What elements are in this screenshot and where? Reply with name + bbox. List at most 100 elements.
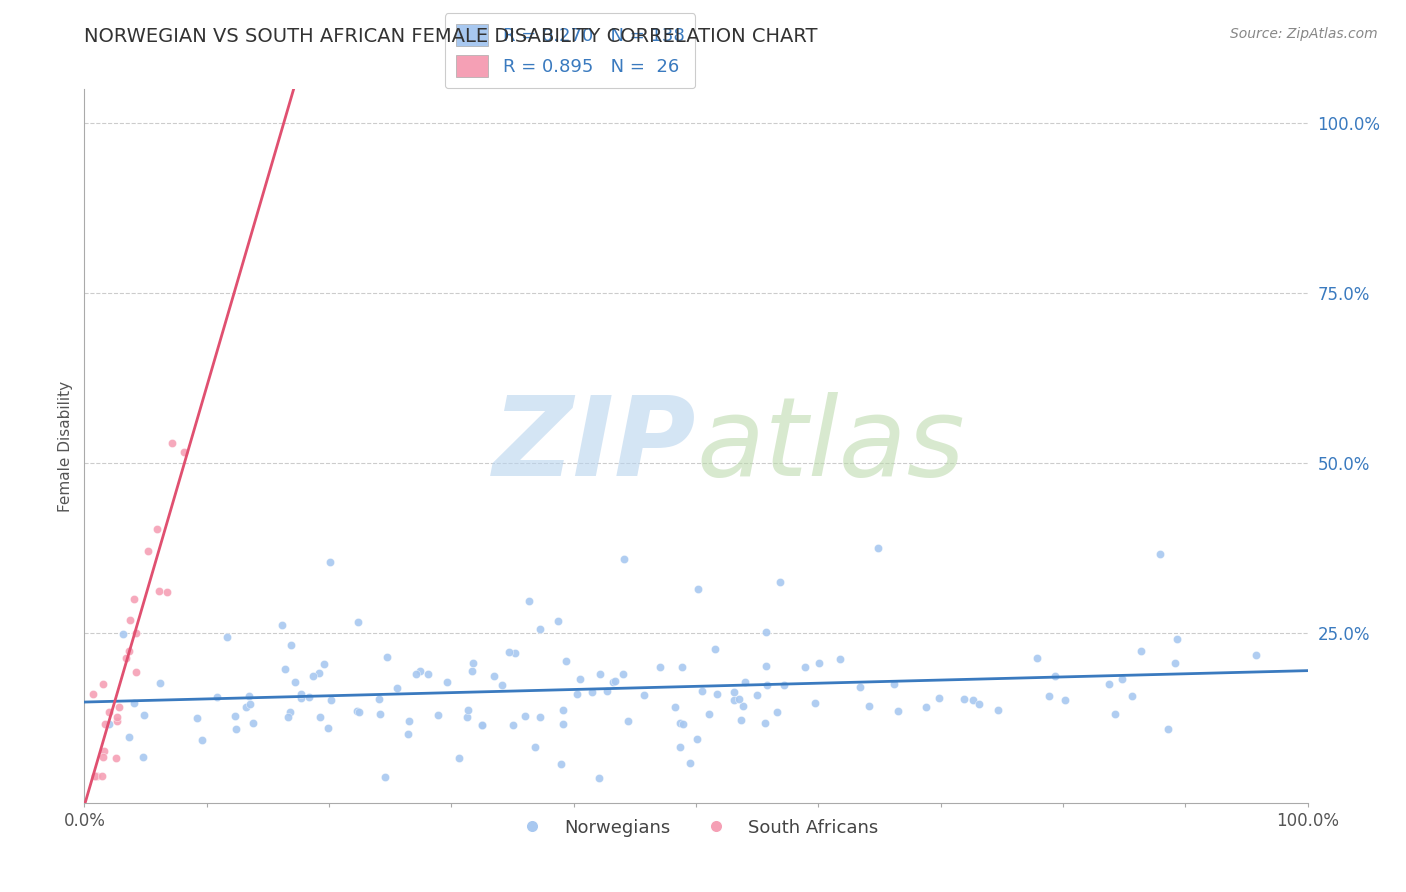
Point — [302, 669, 325, 683]
Point — [883, 676, 905, 690]
Point — [503, 646, 526, 660]
Point — [987, 702, 1010, 716]
Point — [915, 699, 938, 714]
Point — [239, 697, 262, 711]
Point — [347, 705, 370, 719]
Point — [690, 684, 713, 698]
Point — [605, 673, 627, 688]
Point — [97, 705, 120, 719]
Point — [409, 665, 432, 679]
Point — [375, 649, 398, 664]
Point — [1121, 689, 1143, 703]
Point — [484, 669, 506, 683]
Point — [565, 687, 588, 701]
Point — [1149, 547, 1171, 561]
Point — [319, 693, 342, 707]
Point — [84, 769, 107, 783]
Point — [866, 541, 889, 555]
Point — [1130, 644, 1153, 658]
Legend: Norwegians, South Africans: Norwegians, South Africans — [506, 812, 886, 844]
Text: ZIP: ZIP — [492, 392, 696, 500]
Point — [612, 667, 634, 681]
Point — [581, 685, 603, 699]
Point — [290, 687, 312, 701]
Point — [772, 678, 794, 692]
Point — [498, 645, 520, 659]
Point — [688, 582, 710, 597]
Point — [205, 690, 228, 704]
Point — [125, 626, 148, 640]
Point — [93, 744, 115, 758]
Point — [554, 655, 576, 669]
Point — [274, 662, 297, 676]
Point — [146, 522, 169, 536]
Point — [602, 675, 624, 690]
Y-axis label: Female Disability: Female Disability — [58, 380, 73, 512]
Point — [215, 630, 238, 644]
Point — [723, 685, 745, 699]
Point — [308, 665, 330, 680]
Point — [765, 705, 787, 719]
Point — [734, 675, 756, 690]
Point — [1104, 707, 1126, 722]
Point — [457, 703, 479, 717]
Point — [148, 584, 170, 599]
Point — [191, 733, 214, 747]
Point — [398, 714, 420, 729]
Point — [755, 659, 778, 673]
Point — [346, 615, 368, 629]
Point — [953, 692, 976, 706]
Point — [111, 626, 134, 640]
Point — [132, 750, 155, 764]
Point — [513, 709, 536, 723]
Point — [668, 716, 690, 731]
Point — [456, 710, 478, 724]
Point — [550, 757, 572, 772]
Point — [280, 638, 302, 652]
Point — [529, 709, 551, 723]
Point — [769, 574, 792, 589]
Point — [385, 681, 408, 695]
Point — [149, 675, 172, 690]
Point — [617, 714, 640, 729]
Point — [105, 751, 128, 765]
Point — [132, 708, 155, 723]
Point — [1045, 669, 1067, 683]
Point — [502, 718, 524, 732]
Point — [270, 617, 292, 632]
Point — [589, 666, 612, 681]
Point — [277, 709, 299, 723]
Point — [107, 700, 129, 714]
Point — [491, 677, 513, 691]
Point — [1098, 676, 1121, 690]
Point — [730, 713, 752, 727]
Point — [697, 706, 720, 721]
Point — [368, 691, 391, 706]
Point — [794, 660, 817, 674]
Point — [755, 678, 778, 692]
Point — [319, 555, 342, 569]
Point — [290, 690, 312, 705]
Point — [1025, 650, 1047, 665]
Point — [679, 756, 702, 770]
Point — [471, 717, 494, 731]
Point — [524, 739, 547, 754]
Point — [517, 594, 540, 608]
Point — [551, 702, 574, 716]
Point — [374, 770, 396, 784]
Point — [224, 709, 246, 723]
Point — [368, 706, 391, 721]
Point — [84, 769, 107, 783]
Point — [830, 652, 852, 666]
Text: Source: ZipAtlas.com: Source: ZipAtlas.com — [1230, 27, 1378, 41]
Point — [706, 687, 728, 701]
Point — [1053, 692, 1076, 706]
Point — [160, 435, 183, 450]
Point — [461, 664, 484, 678]
Point — [553, 717, 575, 731]
Point — [436, 674, 458, 689]
Point — [115, 650, 138, 665]
Point — [669, 739, 692, 754]
Point — [754, 715, 776, 730]
Point — [105, 714, 128, 729]
